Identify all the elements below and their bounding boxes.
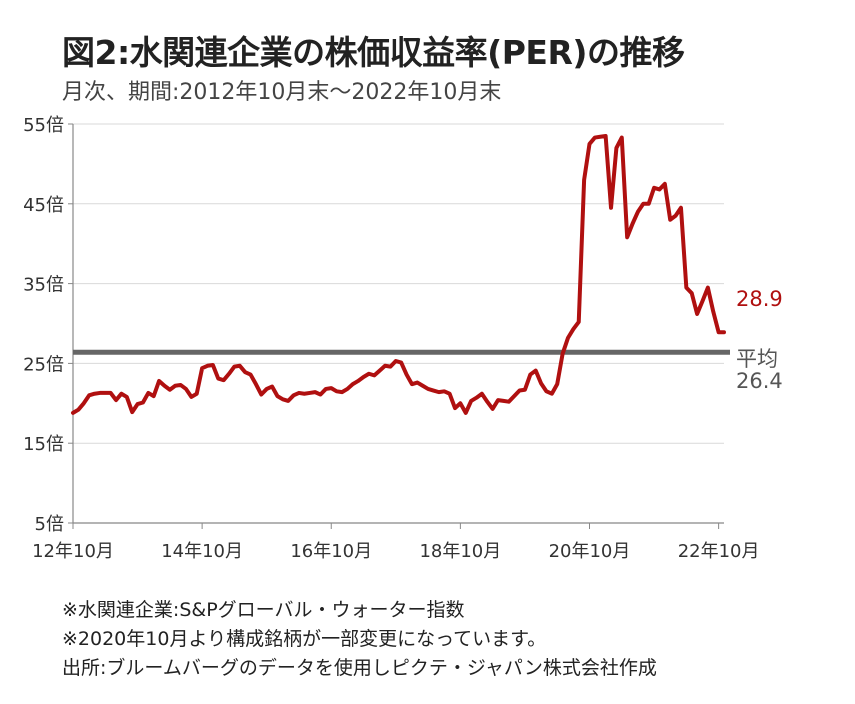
series-end-label: 28.9: [736, 287, 783, 311]
y-tick-label: 35倍: [23, 275, 64, 296]
footnotes: ※水関連企業:S&Pグローバル・ウォーター指数 ※2020年10月より構成銘柄が…: [62, 596, 657, 683]
y-tick-label: 55倍: [23, 115, 64, 136]
x-tick-label: 12年10月: [32, 541, 114, 562]
y-tick-label: 5倍: [35, 514, 64, 535]
x-tick-label: 14年10月: [161, 541, 243, 562]
grid-layer: [73, 123, 724, 444]
average-label-title: 平均: [736, 347, 778, 371]
page-subtitle: 月次、期間:2012年10月末～2022年10月末: [62, 80, 502, 105]
x-tick-label: 20年10月: [549, 541, 631, 562]
footnote-constituent-change: ※2020年10月より構成銘柄が一部変更になっています。: [62, 628, 547, 650]
x-tick-label: 16年10月: [290, 541, 372, 562]
x-tick-label: 22年10月: [678, 541, 760, 562]
y-tick-label: 15倍: [23, 434, 64, 455]
footnote-index-definition: ※水関連企業:S&Pグローバル・ウォーター指数: [62, 599, 465, 621]
average-label-value: 26.4: [736, 369, 783, 393]
per-series-line: [71, 133, 726, 415]
y-tick-label: 25倍: [23, 354, 64, 375]
x-tick-label: 18年10月: [419, 541, 501, 562]
y-axis: 5倍 15倍 25倍 35倍 45倍 55倍: [23, 115, 74, 535]
footnote-source: 出所:ブルームバーグのデータを使用しピクテ・ジャパン株式会社作成: [62, 657, 657, 679]
page-title: 図2:水関連企業の株価収益率(PER)の推移: [62, 33, 685, 72]
x-axis: 12年10月 14年10月 16年10月 18年10月 20年10月 22年10月: [32, 522, 760, 562]
y-tick-label: 45倍: [23, 195, 64, 216]
